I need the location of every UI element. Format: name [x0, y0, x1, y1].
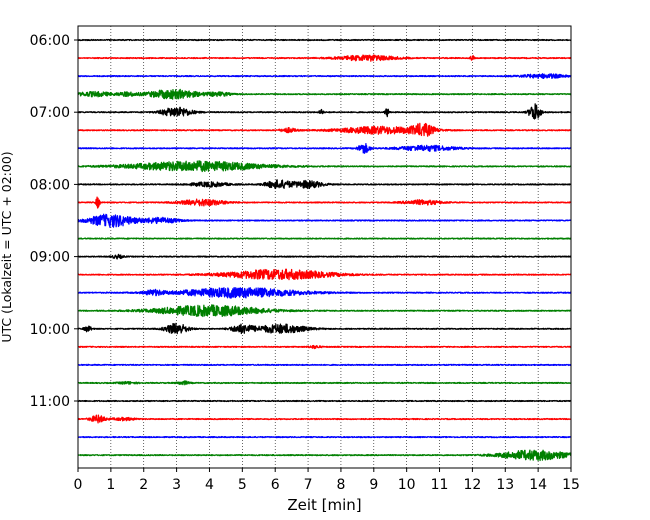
x-tick-label-1: 1 — [106, 477, 115, 493]
trace-1100 — [77, 399, 572, 403]
x-tick-label-14: 14 — [529, 477, 547, 493]
y-tick-label-3: 09:00 — [30, 250, 70, 266]
plot-background — [78, 26, 571, 468]
trace-0815 — [77, 196, 572, 209]
plot-frame — [77, 25, 572, 469]
x-tick-label-3: 3 — [172, 477, 181, 493]
trace-1000 — [77, 322, 572, 335]
trace-0800 — [77, 179, 572, 190]
trace-0945 — [77, 304, 572, 318]
x-tick-label-10: 10 — [398, 477, 416, 493]
trace-0830 — [77, 213, 572, 228]
x-tick-label-8: 8 — [336, 477, 345, 493]
trace-1015 — [77, 344, 572, 350]
trace-0900 — [77, 253, 572, 260]
x-tick-label-9: 9 — [369, 477, 378, 493]
trace-0845 — [77, 237, 572, 240]
trace-0745 — [77, 160, 572, 173]
y-tick-label-0: 06:00 — [30, 33, 70, 49]
y-tick-label-2: 08:00 — [30, 177, 70, 193]
x-tick-label-5: 5 — [238, 477, 247, 493]
trace-0700 — [77, 103, 572, 120]
x-tick-label-12: 12 — [463, 477, 481, 493]
trace-1145 — [77, 449, 572, 462]
trace-0615 — [77, 54, 572, 62]
x-tick-label-6: 6 — [271, 477, 280, 493]
trace-0715 — [77, 122, 572, 137]
x-tick-label-11: 11 — [431, 477, 449, 493]
y-axis-ticks: 06:00 07:00 08:00 09:00 10:00 11:00 — [30, 33, 78, 410]
x-tick-label-4: 4 — [205, 477, 214, 493]
trace-1045 — [77, 380, 572, 386]
x-tick-label-7: 7 — [304, 477, 313, 493]
x-tick-label-2: 2 — [139, 477, 148, 493]
trace-0630 — [77, 73, 572, 80]
y-tick-label-4: 10:00 — [30, 322, 70, 338]
x-axis-ticks: 0 1 2 3 4 5 6 7 8 9 10 11 12 13 14 15 — [74, 468, 580, 493]
y-tick-label-1: 07:00 — [30, 105, 70, 121]
x-tick-label-0: 0 — [74, 477, 83, 493]
trace-1130 — [77, 435, 572, 439]
x-tick-label-15: 15 — [562, 477, 580, 493]
seismic-traces — [77, 38, 572, 462]
trace-0600 — [77, 38, 572, 42]
x-tick-label-13: 13 — [496, 477, 514, 493]
y-axis-label: UTC (Lokalzeit = UTC + 02:00) — [0, 151, 14, 342]
trace-1115 — [77, 414, 572, 424]
trace-0930 — [77, 287, 572, 299]
trace-0730 — [77, 143, 572, 154]
trace-1030 — [77, 363, 572, 367]
x-axis-label: Zeit [min] — [287, 496, 361, 514]
trace-0645 — [77, 88, 572, 100]
trace-0915 — [77, 268, 572, 281]
y-tick-label-5: 11:00 — [30, 394, 70, 410]
